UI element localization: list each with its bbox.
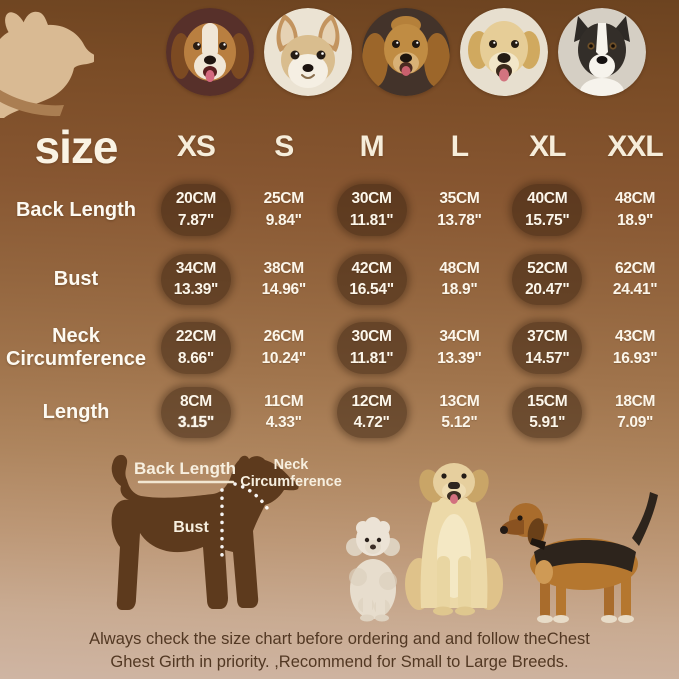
column-header-xxl: XXL — [607, 130, 663, 163]
table-title: size — [34, 121, 119, 173]
dog-photo-labrador — [405, 463, 503, 616]
table-cell: 22CM 8.66" — [160, 322, 231, 374]
table-cell: 34CM 13.39" — [160, 253, 231, 306]
table-cell: 20CM 7.87" — [160, 184, 231, 236]
dog-head-silhouette — [0, 11, 94, 118]
neck-circumference-label-line2: Circumference — [240, 474, 342, 490]
back-length-label: Back Length — [134, 459, 236, 478]
table-cell: 26CM 10.24" — [261, 328, 307, 367]
footer-line-2: Ghest Girth in priority. ,Recommend for … — [110, 652, 569, 671]
table-cell: 25CM 9.84" — [263, 190, 304, 229]
table-cell: 40CM 15.75" — [512, 184, 583, 236]
row-label-back-length: Back Length — [15, 198, 137, 221]
table-cell: 15CM 5.91" — [512, 386, 583, 439]
table-cell: 43CM 16.93" — [612, 328, 658, 367]
column-header-xs: XS — [176, 130, 216, 163]
dog-photo-cocker-spaniel — [362, 8, 450, 96]
footer-note: Always check the size chart before order… — [0, 628, 679, 673]
dog-photo-beagle — [166, 8, 254, 96]
row-label-neck-circumference: Neck Circumference — [5, 325, 147, 370]
table-cell: 48CM 18.9" — [439, 259, 480, 298]
table-cell: 62CM 24.41" — [612, 259, 658, 298]
dog-photo-french-bulldog — [264, 8, 352, 96]
table-cell: 38CM 14.96" — [261, 259, 307, 298]
column-header-s: S — [274, 130, 294, 163]
dog-photo-hound — [500, 492, 658, 623]
table-cell: 13CM 5.12" — [439, 392, 480, 431]
column-header-m: M — [359, 130, 385, 163]
dog-photo-border-collie — [558, 8, 646, 96]
table-cell: 30CM 11.81" — [336, 322, 407, 374]
table-cell: 11CM 4.33" — [264, 392, 304, 431]
table-cell: 34CM 13.39" — [437, 328, 482, 367]
footer-line-1: Always check the size chart before order… — [89, 630, 590, 649]
table-cell: 30CM 11.81" — [336, 184, 407, 236]
table-cell: 12CM 4.72" — [336, 386, 407, 439]
neck-circumference-label-line1: Neck — [274, 457, 310, 473]
table-cell: 37CM 14.57" — [512, 322, 583, 374]
measurement-diagram: Back Length Neck Circumference Bust — [111, 454, 342, 610]
column-header-xl: XL — [529, 130, 566, 163]
table-cell: 8CM 3.15" — [160, 386, 231, 439]
dog-photo-poodle — [346, 517, 400, 622]
column-header-l: L — [450, 130, 469, 163]
dog-photo-golden-retriever — [460, 8, 548, 96]
size-table: size XS S M L XL XXL Back Length 20CM 7.8… — [0, 118, 679, 444]
row-label-bust: Bust — [53, 268, 99, 290]
row-label-length: Length — [42, 401, 110, 423]
table-cell: 42CM 16.54" — [336, 253, 407, 306]
table-cell: 18CM 7.09" — [615, 392, 656, 431]
table-cell: 48CM 18.9" — [615, 190, 656, 229]
table-cell: 35CM 13.78" — [437, 190, 482, 229]
bust-label: Bust — [173, 519, 209, 536]
table-cell: 52CM 20.47" — [512, 253, 583, 306]
